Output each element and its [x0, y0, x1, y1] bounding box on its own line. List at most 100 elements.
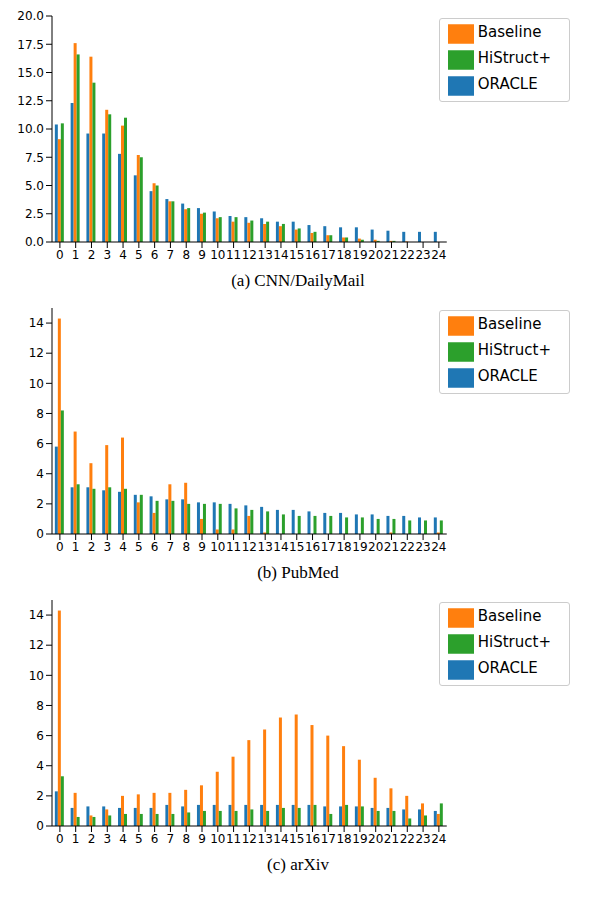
svg-text:2: 2 [88, 248, 96, 262]
svg-text:7: 7 [167, 540, 175, 554]
svg-text:3: 3 [103, 248, 111, 262]
svg-text:10: 10 [29, 669, 44, 683]
svg-text:0.0: 0.0 [25, 235, 44, 249]
svg-text:23: 23 [415, 540, 430, 554]
svg-text:17.5: 17.5 [17, 38, 44, 52]
svg-text:4: 4 [119, 540, 127, 554]
svg-text:0: 0 [56, 832, 64, 846]
svg-text:17: 17 [321, 248, 336, 262]
svg-text:11: 11 [226, 832, 241, 846]
svg-text:7: 7 [167, 832, 175, 846]
svg-text:9: 9 [198, 832, 206, 846]
svg-text:22: 22 [400, 832, 415, 846]
svg-text:20: 20 [368, 248, 383, 262]
svg-text:2: 2 [88, 832, 96, 846]
svg-text:11: 11 [226, 540, 241, 554]
svg-text:1: 1 [72, 832, 80, 846]
svg-text:19: 19 [352, 832, 367, 846]
svg-text:14: 14 [273, 832, 288, 846]
svg-text:8: 8 [182, 248, 190, 262]
svg-text:4: 4 [36, 467, 44, 481]
svg-text:12: 12 [29, 346, 44, 360]
svg-text:3: 3 [103, 832, 111, 846]
svg-text:0: 0 [36, 527, 44, 541]
svg-text:8: 8 [182, 832, 190, 846]
svg-text:16: 16 [305, 248, 320, 262]
svg-text:14: 14 [273, 248, 288, 262]
svg-text:23: 23 [415, 832, 430, 846]
svg-text:21: 21 [384, 248, 399, 262]
svg-text:16: 16 [305, 540, 320, 554]
svg-text:12: 12 [29, 638, 44, 652]
svg-text:5: 5 [135, 248, 143, 262]
svg-text:6: 6 [151, 832, 159, 846]
svg-text:20: 20 [368, 832, 383, 846]
svg-text:6: 6 [151, 248, 159, 262]
svg-text:10: 10 [29, 377, 44, 391]
svg-text:17: 17 [321, 540, 336, 554]
svg-text:14: 14 [29, 608, 44, 622]
svg-text:4: 4 [36, 759, 44, 773]
svg-text:5.0: 5.0 [25, 179, 44, 193]
svg-text:15.0: 15.0 [17, 66, 44, 80]
svg-text:7.5: 7.5 [25, 151, 44, 165]
svg-text:15: 15 [289, 248, 304, 262]
svg-text:18: 18 [336, 832, 351, 846]
svg-text:13: 13 [258, 248, 273, 262]
svg-text:21: 21 [384, 540, 399, 554]
svg-text:16: 16 [305, 832, 320, 846]
svg-text:8: 8 [36, 407, 44, 421]
svg-text:12: 12 [242, 832, 257, 846]
svg-text:8: 8 [182, 540, 190, 554]
svg-text:22: 22 [400, 248, 415, 262]
svg-text:2: 2 [36, 789, 44, 803]
svg-text:10: 10 [210, 248, 225, 262]
svg-text:20: 20 [368, 540, 383, 554]
svg-text:6: 6 [36, 729, 44, 743]
svg-text:2.5: 2.5 [25, 207, 44, 221]
svg-text:10: 10 [210, 832, 225, 846]
svg-text:24: 24 [431, 832, 446, 846]
svg-text:0: 0 [56, 540, 64, 554]
svg-text:4: 4 [119, 248, 127, 262]
svg-text:13: 13 [258, 540, 273, 554]
svg-text:2: 2 [88, 540, 96, 554]
svg-text:20.0: 20.0 [17, 9, 44, 23]
svg-text:7: 7 [167, 248, 175, 262]
svg-text:11: 11 [226, 248, 241, 262]
svg-text:2: 2 [36, 497, 44, 511]
svg-text:4: 4 [119, 832, 127, 846]
svg-text:9: 9 [198, 540, 206, 554]
svg-text:6: 6 [36, 437, 44, 451]
svg-text:15: 15 [289, 832, 304, 846]
svg-text:6: 6 [151, 540, 159, 554]
svg-text:24: 24 [431, 248, 446, 262]
svg-text:23: 23 [415, 248, 430, 262]
svg-text:10.0: 10.0 [17, 122, 44, 136]
svg-text:9: 9 [198, 248, 206, 262]
svg-text:24: 24 [431, 540, 446, 554]
svg-text:10: 10 [210, 540, 225, 554]
svg-text:19: 19 [352, 540, 367, 554]
svg-text:17: 17 [321, 832, 336, 846]
svg-text:18: 18 [336, 248, 351, 262]
svg-text:15: 15 [289, 540, 304, 554]
svg-text:8: 8 [36, 699, 44, 713]
svg-text:1: 1 [72, 540, 80, 554]
svg-text:1: 1 [72, 248, 80, 262]
svg-text:13: 13 [258, 832, 273, 846]
svg-text:14: 14 [273, 540, 288, 554]
svg-text:0: 0 [56, 248, 64, 262]
svg-text:12: 12 [242, 248, 257, 262]
svg-text:19: 19 [352, 248, 367, 262]
svg-text:14: 14 [29, 316, 44, 330]
svg-text:5: 5 [135, 540, 143, 554]
svg-text:5: 5 [135, 832, 143, 846]
svg-text:18: 18 [336, 540, 351, 554]
svg-text:12.5: 12.5 [17, 94, 44, 108]
svg-text:3: 3 [103, 540, 111, 554]
svg-text:22: 22 [400, 540, 415, 554]
svg-text:12: 12 [242, 540, 257, 554]
svg-text:0: 0 [36, 819, 44, 833]
svg-text:21: 21 [384, 832, 399, 846]
